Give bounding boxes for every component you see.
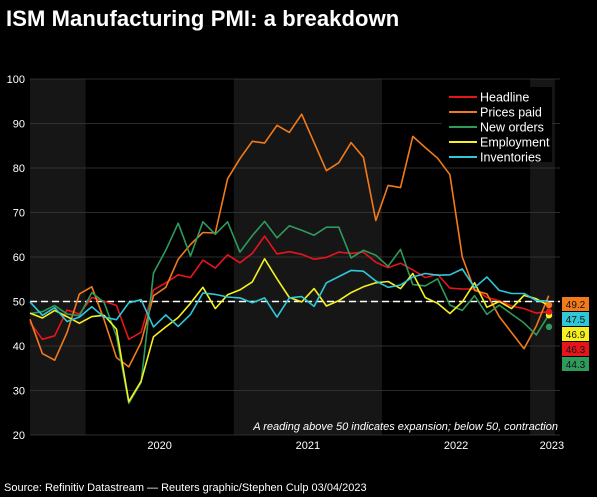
- x-tick-label: 2022: [444, 440, 468, 452]
- x-axis-ticks: 2020 2021 2022 2023: [147, 440, 564, 452]
- end-points: [545, 301, 553, 331]
- end-label-box: [562, 357, 589, 371]
- y-tick-label: 80: [13, 163, 25, 175]
- y-tick-label: 100: [7, 74, 25, 86]
- end-point-headline: [545, 308, 553, 315]
- series-line-inventories: [29, 268, 549, 328]
- legend-label: Prices paid: [480, 106, 542, 120]
- x-tick-label: 2023: [540, 440, 564, 452]
- source-footer: Source: Refinitiv Datastream — Reuters g…: [4, 482, 367, 494]
- chart-title: ISM Manufacturing PMI: a breakdown: [6, 6, 400, 31]
- series-lines: [29, 113, 550, 405]
- end-label-text: 49.2: [566, 300, 586, 311]
- series-line-headline: [29, 235, 549, 341]
- x-tick-label: 2021: [296, 440, 320, 452]
- y-tick-label: 50: [13, 297, 25, 309]
- x-tick-label: 2020: [147, 440, 171, 452]
- y-tick-label: 60: [13, 252, 25, 264]
- end-label-text: 46.9: [566, 330, 586, 341]
- legend-label: Headline: [480, 91, 529, 105]
- end-label-box: [562, 297, 589, 311]
- end-value-labels: 49.2 47.5 46.9 46.3 44.3: [562, 297, 589, 371]
- y-tick-label: 90: [13, 119, 25, 131]
- legend-label: New orders: [480, 121, 544, 135]
- chart-annotation: A reading above 50 indicates expansion; …: [252, 421, 558, 433]
- y-tick-label: 70: [13, 208, 25, 220]
- end-label-box: [562, 312, 589, 326]
- legend-label: Employment: [480, 136, 550, 150]
- end-label-box: [562, 327, 589, 341]
- end-label-text: 47.5: [566, 315, 586, 326]
- y-tick-label: 40: [13, 341, 25, 353]
- y-axis-ticks: 20 30 40 50 60 70 80 90 100: [7, 74, 25, 442]
- series-line-prices-paid: [29, 113, 550, 368]
- end-label-text: 44.3: [566, 360, 586, 371]
- series-line-new-orders: [29, 220, 550, 405]
- legend-box: [442, 87, 552, 162]
- end-label-box: [562, 342, 589, 356]
- grid-lines: [30, 78, 560, 436]
- y-tick-label: 20: [13, 430, 25, 442]
- end-point-prices-paid: [545, 301, 553, 309]
- end-label-text: 46.3: [566, 345, 586, 356]
- end-point-new-orders: [545, 323, 553, 331]
- y-tick-label: 30: [13, 386, 25, 398]
- legend-label: Inventories: [480, 151, 541, 165]
